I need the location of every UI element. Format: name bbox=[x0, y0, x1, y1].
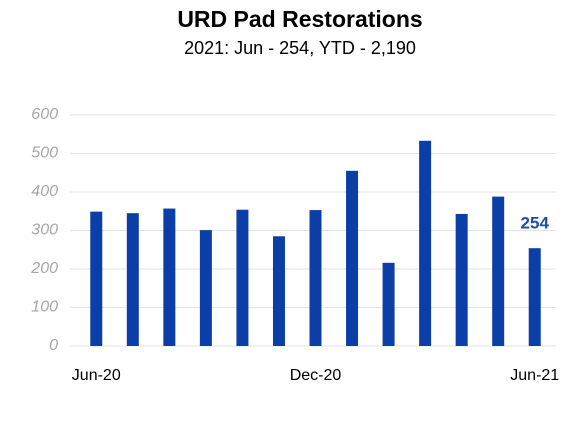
bar bbox=[199, 230, 212, 346]
y-tick-label: 0 bbox=[49, 337, 58, 354]
bar bbox=[419, 140, 432, 346]
y-tick-label: 200 bbox=[30, 260, 58, 277]
y-tick-label: 300 bbox=[31, 222, 58, 239]
chart-subtitle: 2021: Jun - 254, YTD - 2,190 bbox=[184, 38, 416, 58]
data-label: 254 bbox=[521, 214, 550, 233]
bar bbox=[236, 209, 249, 346]
bar bbox=[346, 170, 359, 346]
bar bbox=[309, 210, 322, 346]
bar bbox=[90, 211, 103, 346]
bar bbox=[126, 213, 139, 346]
y-tick-label: 400 bbox=[31, 183, 58, 200]
bar bbox=[382, 262, 395, 346]
y-tick-label: 600 bbox=[31, 106, 58, 123]
y-tick-label: 100 bbox=[31, 299, 58, 316]
bar bbox=[455, 213, 468, 346]
bar bbox=[528, 248, 541, 346]
x-tick-label: Dec-20 bbox=[290, 367, 342, 384]
x-tick-label: Jun-21 bbox=[510, 367, 559, 384]
bar bbox=[163, 208, 176, 346]
x-tick-label: Jun-20 bbox=[72, 367, 121, 384]
y-tick-label: 500 bbox=[31, 145, 58, 162]
bar bbox=[492, 196, 505, 346]
bar bbox=[272, 236, 285, 346]
chart-title: URD Pad Restorations bbox=[177, 6, 422, 32]
